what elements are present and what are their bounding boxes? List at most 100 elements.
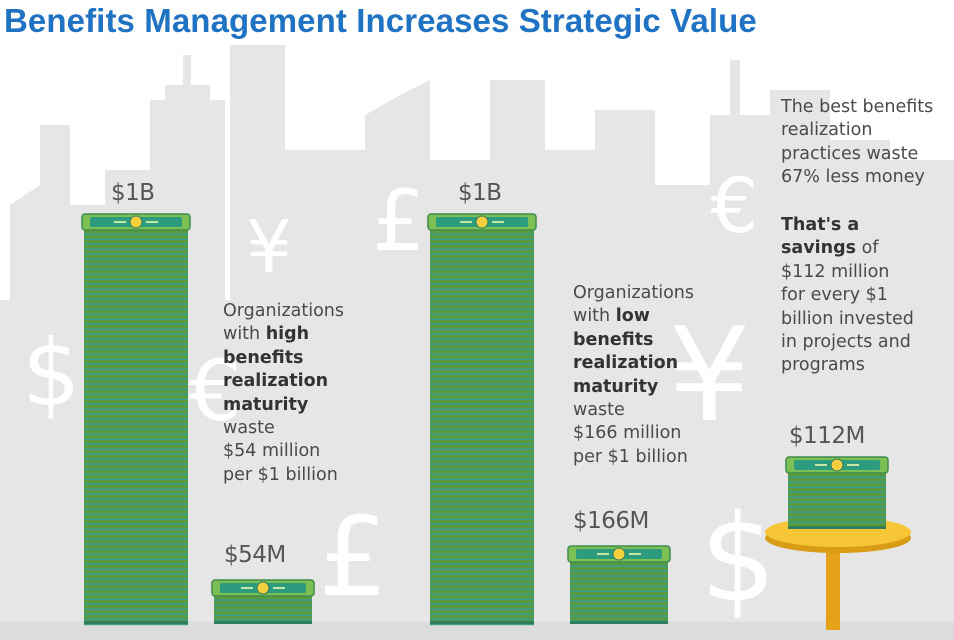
stack-edge-line [430, 258, 534, 261]
stack-edge-line [84, 363, 188, 366]
stack-edge-line [430, 578, 534, 581]
stack-edge-line [570, 580, 668, 583]
stack-edge-line [84, 323, 188, 326]
stack-edge-line [214, 614, 312, 617]
text-fragment: of [856, 238, 879, 259]
stack-edge-line [430, 323, 534, 326]
stack-edge-line [84, 273, 188, 276]
stack-edge-line [430, 458, 534, 461]
stack-edge-line [430, 448, 534, 451]
stack-edge-line [84, 488, 188, 491]
money-stack-112m [785, 456, 889, 529]
stack-edge-line [84, 353, 188, 356]
stack-edge-line [570, 605, 668, 608]
low-maturity-text: Organizations with low benefits realizat… [573, 282, 694, 469]
stack-edge-line [430, 618, 534, 621]
stack-edge-line [84, 588, 188, 591]
stack-edge-line [430, 358, 534, 361]
stack-edge-line [84, 583, 188, 586]
stack-edge-line [84, 308, 188, 311]
stack-edge-line [430, 373, 534, 376]
banknote-medallion [612, 547, 626, 561]
banknote-medallion [256, 581, 270, 595]
stack-base [430, 621, 534, 624]
stack-edge-line [430, 613, 534, 616]
banknote-medallion [129, 215, 143, 229]
banknote-medallion [830, 458, 844, 472]
text-line: per $1 billion [573, 446, 688, 467]
stack-edge-line [84, 608, 188, 611]
stack-edge-line [84, 338, 188, 341]
stack-edge-line [84, 388, 188, 391]
stack-edge-line [84, 358, 188, 361]
stack-edge-line [430, 298, 534, 301]
stack-edge-line [84, 443, 188, 446]
stack-edge-line [84, 268, 188, 271]
text-line: 67% less money [781, 167, 925, 188]
banknote-medallion [475, 215, 489, 229]
text-line: practices waste [781, 143, 919, 164]
stack-edge-line [430, 493, 534, 496]
text-line: per $1 billion [223, 464, 338, 485]
stack-edge-line [788, 511, 886, 514]
stack-edge-line [788, 516, 886, 519]
banknote-line [847, 464, 859, 466]
stack-edge-line [430, 588, 534, 591]
banknote-line [597, 553, 609, 555]
stack-edge-line [430, 553, 534, 556]
stack-edge-line [84, 463, 188, 466]
text-emphasis: low [615, 306, 650, 327]
banknote-line [273, 587, 285, 589]
text-line: Organizations [223, 301, 344, 321]
stack-edge-line [430, 388, 534, 391]
money-stack-low-1b [427, 213, 537, 626]
stack-edge-line [84, 293, 188, 296]
stack-edge-line [84, 508, 188, 511]
stack-edge-line [84, 503, 188, 506]
stack-edge-line [84, 578, 188, 581]
stack-edge-line [570, 600, 668, 603]
stack-edge-line [430, 543, 534, 546]
text-line: programs [781, 355, 865, 376]
stack-edge-line [84, 238, 188, 241]
stack-edge-line [430, 293, 534, 296]
stack-edge-line [84, 423, 188, 426]
text-emphasis: high [265, 324, 310, 345]
stack-edge-line [430, 548, 534, 551]
yen-sign-icon: ¥ [668, 299, 751, 451]
stack-edge-line [84, 623, 188, 626]
stack-edge-line [84, 473, 188, 476]
stack-edge-line [84, 403, 188, 406]
stack-edge-line [570, 585, 668, 588]
stack-edge-line [430, 263, 534, 266]
stack-edge-line [430, 508, 534, 511]
stack-edge-line [430, 428, 534, 431]
euro-sign-icon: € [710, 161, 758, 250]
stack-edge-line [84, 518, 188, 521]
waste-label-low: $166M [573, 508, 649, 534]
stack-edge-line [84, 433, 188, 436]
stack-edge-line [430, 478, 534, 481]
stack-edge-line [430, 253, 534, 256]
stack-edge-line [214, 604, 312, 607]
stack-edge-line [430, 353, 534, 356]
text-line: for every $1 [781, 285, 888, 306]
money-stack-54m [211, 579, 315, 624]
stack-edge-line [430, 243, 534, 246]
high-maturity-text: Organizations with high benefits realiza… [223, 300, 344, 487]
text-emphasis: maturity [223, 394, 309, 415]
text-emphasis: maturity [573, 376, 659, 397]
stack-edge-line [84, 498, 188, 501]
stack-edge-line [430, 403, 534, 406]
stack-edge-line [84, 243, 188, 246]
stack-edge-line [84, 418, 188, 421]
stack-edge-line [430, 463, 534, 466]
text-line: $166 million [573, 423, 682, 444]
stack-edge-line [84, 413, 188, 416]
stack-edge-line [84, 523, 188, 526]
stack-edge-line [84, 408, 188, 411]
text-line: Organizations [573, 283, 694, 303]
stack-edge-line [84, 458, 188, 461]
stack-edge-line [84, 618, 188, 621]
